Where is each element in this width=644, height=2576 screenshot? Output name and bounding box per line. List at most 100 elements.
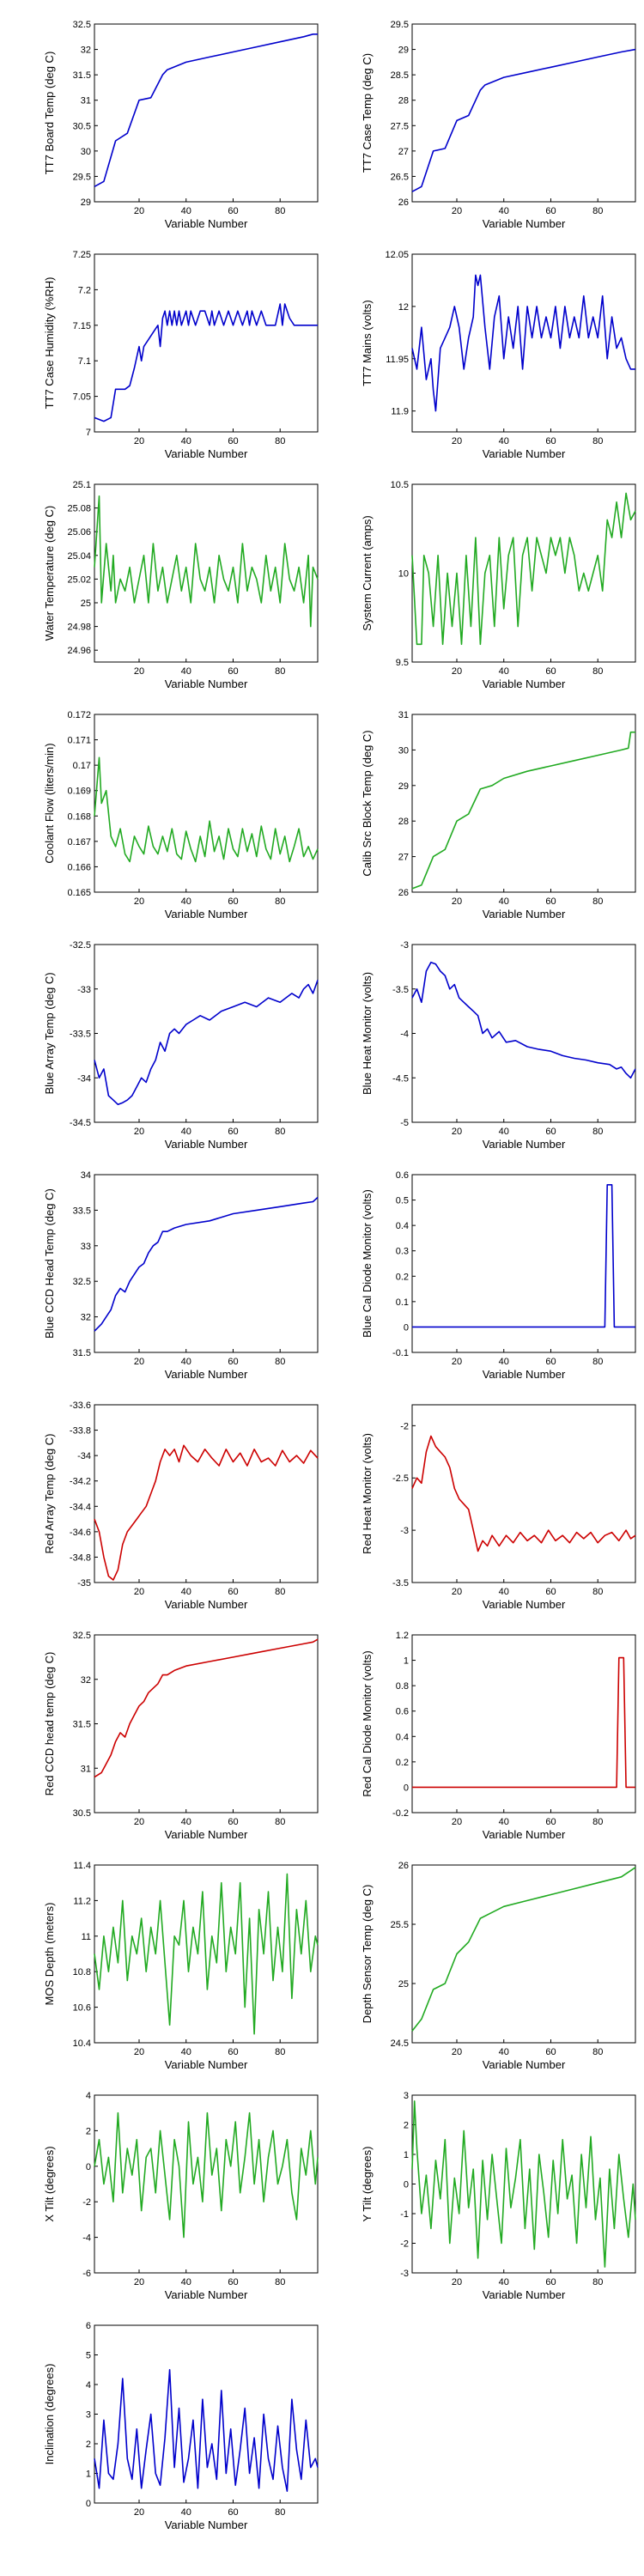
y-tick-label: -3.5 bbox=[392, 1578, 409, 1589]
series-line bbox=[94, 33, 318, 188]
y-tick-label: 11.9 bbox=[391, 407, 409, 417]
y-tick-label: 31.5 bbox=[73, 1720, 91, 1730]
y-axis-label: Depth Sensor Temp (deg C) bbox=[361, 1885, 374, 2024]
y-tick-label: 7.15 bbox=[73, 321, 91, 331]
y-tick-label: 29 bbox=[81, 197, 91, 208]
series-line bbox=[94, 1196, 319, 1332]
x-tick-label: 80 bbox=[592, 1357, 603, 1367]
x-tick-label: 40 bbox=[181, 1587, 191, 1597]
x-axis-label: Variable Number bbox=[165, 677, 248, 690]
x-tick-label: 60 bbox=[228, 1817, 238, 1827]
y-tick-label: 32 bbox=[81, 1675, 91, 1686]
x-tick-label: 80 bbox=[592, 2047, 603, 2057]
x-tick-label: 80 bbox=[275, 1587, 285, 1597]
y-tick-label: 31.5 bbox=[73, 1348, 91, 1358]
y-tick-label: -3 bbox=[400, 2269, 409, 2279]
y-tick-label: -3 bbox=[400, 940, 409, 951]
x-tick-label: 80 bbox=[275, 2507, 285, 2518]
x-tick-label: 40 bbox=[181, 1357, 191, 1367]
x-tick-label: 40 bbox=[181, 1817, 191, 1827]
y-axis-label: Red Cal Diode Monitor (volts) bbox=[361, 1650, 374, 1797]
y-tick-label: -33.5 bbox=[70, 1030, 91, 1040]
y-axis-label: Blue Heat Monitor (volts) bbox=[361, 972, 374, 1095]
y-tick-label: 31 bbox=[81, 96, 91, 106]
x-axis-label: Variable Number bbox=[165, 2058, 248, 2071]
y-tick-label: 0 bbox=[404, 2180, 409, 2190]
y-axis-label: Coolant Flow (liters/min) bbox=[43, 743, 56, 863]
y-tick-label: 29 bbox=[398, 46, 409, 56]
x-tick-label: 60 bbox=[228, 1587, 238, 1597]
line-chart: 20 40 60 80 0.165 0.166 0.167 0.168 0.169 0.17 0.1… bbox=[43, 710, 319, 920]
y-axis-label: Red CCD head temp (deg C) bbox=[43, 1652, 56, 1796]
x-tick-label: 60 bbox=[545, 2277, 556, 2287]
y-tick-label: 0.6 bbox=[396, 1170, 409, 1181]
chart-panel: 20 40 60 80 26 27 28 29 30 31 Variable Number Calib… bbox=[335, 699, 644, 920]
y-tick-label: 0.1 bbox=[396, 1297, 409, 1308]
plot-area-frame bbox=[411, 1864, 636, 2044]
x-tick-label: 20 bbox=[452, 896, 462, 907]
y-tick-label: 28.5 bbox=[391, 70, 409, 81]
y-tick-label: 31 bbox=[398, 710, 409, 720]
y-tick-label: 7.2 bbox=[78, 285, 91, 295]
chart-panel: 20 40 60 80 -35 -34.8 -34.6 -34.4 -34.2 -34 -33.8 -… bbox=[17, 1389, 326, 1611]
x-tick-label: 20 bbox=[134, 896, 144, 907]
y-tick-label: -0.1 bbox=[392, 1348, 409, 1358]
y-tick-label: 0.167 bbox=[67, 837, 91, 848]
y-tick-label: 7 bbox=[86, 428, 91, 438]
x-tick-label: 80 bbox=[592, 436, 603, 447]
y-axis-label: Blue Array Temp (deg C) bbox=[43, 972, 56, 1094]
plot-area-frame bbox=[94, 483, 319, 663]
x-tick-label: 40 bbox=[499, 1817, 509, 1827]
y-tick-label: 6 bbox=[86, 2321, 91, 2331]
y-tick-label: 0 bbox=[86, 2162, 91, 2172]
y-tick-label: 3 bbox=[404, 2091, 409, 2101]
x-tick-label: 20 bbox=[134, 1127, 144, 1137]
y-tick-label: -33 bbox=[77, 985, 91, 995]
x-tick-label: 40 bbox=[499, 666, 509, 677]
line-chart: 20 40 60 80 7 7.05 7.1 7.15 7.2 7.25 Variable Numb… bbox=[43, 250, 319, 460]
x-tick-label: 40 bbox=[181, 2277, 191, 2287]
chart-panel: 20 40 60 80 -3.5 -3 -2.5 -2 Variable Number Red H… bbox=[335, 1389, 644, 1611]
y-tick-label: 33 bbox=[81, 1242, 91, 1252]
x-tick-label: 80 bbox=[275, 2047, 285, 2057]
y-tick-label: -2 bbox=[82, 2197, 91, 2208]
y-tick-label: 29.5 bbox=[73, 172, 91, 182]
series-line bbox=[94, 1444, 319, 1581]
y-tick-label: 26 bbox=[398, 888, 409, 898]
x-tick-label: 60 bbox=[228, 2047, 238, 2057]
y-tick-label: 0.3 bbox=[396, 1247, 409, 1257]
line-chart: 20 40 60 80 26 26.5 27 27.5 28 28.5 29 29.5 Variable… bbox=[361, 20, 636, 230]
chart-panel: 20 40 60 80 9.5 10 10.5 Variable Number System C… bbox=[335, 469, 644, 690]
x-tick-label: 80 bbox=[275, 1357, 285, 1367]
y-tick-label: 25.04 bbox=[67, 551, 91, 562]
y-axis-label: TT7 Case Humidity (%RH) bbox=[43, 277, 56, 410]
x-tick-label: 60 bbox=[228, 2277, 238, 2287]
x-tick-label: 40 bbox=[499, 1357, 509, 1367]
y-tick-label: 0.4 bbox=[396, 1221, 409, 1231]
y-tick-label: 2 bbox=[86, 2126, 91, 2136]
y-tick-label: 30 bbox=[81, 147, 91, 157]
x-tick-label: 40 bbox=[181, 666, 191, 677]
series-line bbox=[412, 1183, 635, 1328]
y-tick-label: -2.5 bbox=[392, 1473, 409, 1484]
y-axis-label: TT7 Board Temp (deg C) bbox=[43, 52, 56, 175]
plot-area-frame bbox=[94, 2094, 319, 2274]
y-tick-label: 26.5 bbox=[391, 172, 409, 182]
y-tick-label: 7.05 bbox=[73, 392, 91, 403]
y-tick-label: 32.5 bbox=[73, 1277, 91, 1287]
plot-area-frame bbox=[411, 253, 636, 433]
line-chart: 20 40 60 80 26 27 28 29 30 31 Variable Number Calib… bbox=[361, 710, 636, 920]
y-tick-label: -0.2 bbox=[392, 1808, 409, 1819]
y-tick-label: 10 bbox=[398, 569, 409, 580]
y-tick-label: -34.8 bbox=[70, 1552, 91, 1563]
y-tick-label: 0.8 bbox=[396, 1681, 409, 1692]
y-tick-label: 11.95 bbox=[386, 355, 409, 365]
y-tick-label: 1 bbox=[86, 2470, 91, 2480]
y-tick-label: -2 bbox=[400, 2239, 409, 2250]
y-axis-label: Y Tilt (degrees) bbox=[361, 2147, 374, 2222]
y-tick-label: 32 bbox=[81, 1313, 91, 1323]
chart-panel: 20 40 60 80 31.5 32 32.5 33 33.5 34 Variable Numbe… bbox=[17, 1159, 326, 1381]
x-tick-label: 20 bbox=[452, 666, 462, 677]
y-tick-label: 25 bbox=[81, 598, 91, 609]
line-chart: 20 40 60 80 -0.1 0 0.1 0.2 0.3 0.4 0.5 0.6 Variable … bbox=[361, 1170, 636, 1381]
